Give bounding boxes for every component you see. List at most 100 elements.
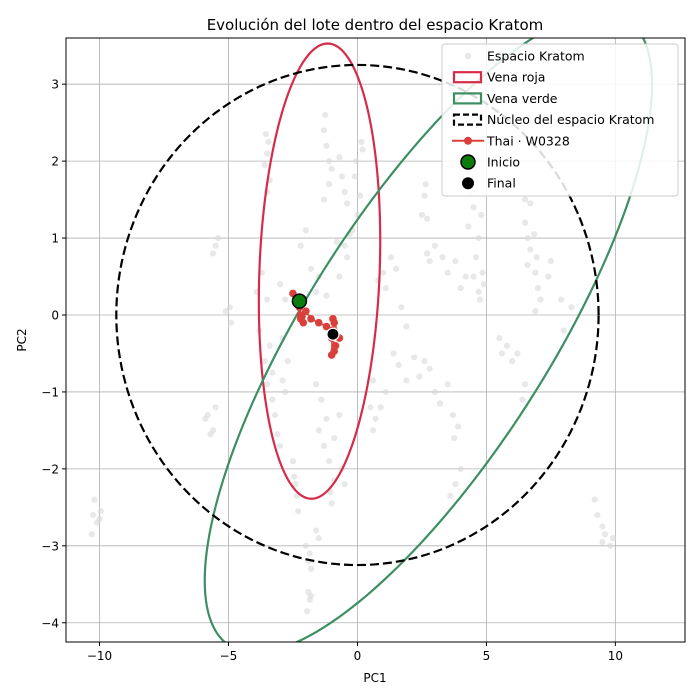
background-point [531,231,538,238]
background-point [202,415,209,422]
background-point [341,188,348,195]
legend: Espacio Kratom Vena roja Vena verde Núcleo … [441,43,679,197]
background-point [313,288,320,296]
background-point [451,435,458,442]
background-point [599,523,606,530]
background-point [496,334,503,342]
y-tick-label: −3 [41,539,59,553]
background-point [359,146,366,153]
background-point [509,358,516,365]
background-point [226,304,233,311]
background-point [431,388,438,396]
x-axis-label: PC1 [363,671,386,685]
plot-content [88,38,654,642]
background-point [534,284,542,292]
background-point [271,411,279,419]
background-point [215,234,222,242]
background-point [333,238,340,245]
background-point [284,358,291,365]
legend-entry-1: Vena roja [452,70,545,85]
background-point [353,158,360,165]
background-point [514,350,521,357]
background-point [325,458,333,465]
background-point [274,431,281,438]
background-point [295,508,302,515]
background-point [291,473,298,480]
end-marker [326,327,340,341]
background-point [344,200,351,207]
background-point [212,404,219,411]
background-point [478,211,485,219]
background-point [423,215,431,222]
legend-label: Espacio Kratom [487,49,585,64]
background-point [475,234,482,242]
y-tick-label: 1 [51,232,59,246]
background-point [264,296,271,303]
background-point [289,458,297,465]
background-point [421,192,428,199]
background-point [454,423,462,430]
background-point [524,234,531,242]
trajectory-point [299,318,308,327]
background-point [372,415,379,422]
legend-entry-5: Inicio [460,154,520,170]
background-point [547,258,554,265]
start-marker [291,293,308,309]
background-point [265,138,272,145]
background-point [475,288,482,296]
background-point [439,254,446,261]
background-point [323,292,330,299]
background-point [521,381,529,388]
legend-entry-0: Espacio Kratom [464,49,585,64]
background-point [336,273,343,280]
background-point [470,204,477,211]
background-point [328,500,335,507]
background-point [377,404,384,411]
background-point [318,396,325,403]
background-point [261,161,268,169]
background-point [331,435,338,442]
x-tick-label: 10 [608,649,623,663]
background-point [276,281,284,288]
background-point [545,273,552,280]
background-point [498,350,505,357]
background-point [369,377,377,384]
background-point [390,350,397,357]
background-point [423,250,431,257]
background-point [447,492,454,499]
background-point [537,296,544,303]
background-point [227,319,235,326]
axes-frame [65,37,686,643]
background-point [302,227,309,234]
background-point [457,465,464,472]
background-point [269,396,276,403]
legend-handle-points [464,52,472,60]
background-point [356,192,364,199]
background-point [367,404,374,411]
background-point [341,481,348,488]
background-point [421,358,428,365]
y-tick-label: −1 [41,385,59,399]
background-point [306,550,313,557]
legend-label: Vena roja [487,70,545,85]
background-point [398,304,405,311]
legend-handle-ellipse [452,92,483,105]
core-ellipse [115,63,600,567]
background-point [209,250,217,257]
background-point [313,381,320,388]
background-point [521,219,529,226]
background-point [568,304,575,311]
background-point [351,173,358,180]
background-point [262,131,269,138]
background-point [422,181,429,188]
background-point [323,142,330,149]
legend-entry-2: Vena verde [452,91,558,106]
background-point [222,308,230,315]
background-point [266,342,273,349]
background-point [307,565,315,573]
background-point [444,269,451,276]
background-point [599,538,606,546]
background-point [395,361,402,369]
legend-label: Thai · W0328 [486,133,570,148]
background-point [297,242,304,249]
